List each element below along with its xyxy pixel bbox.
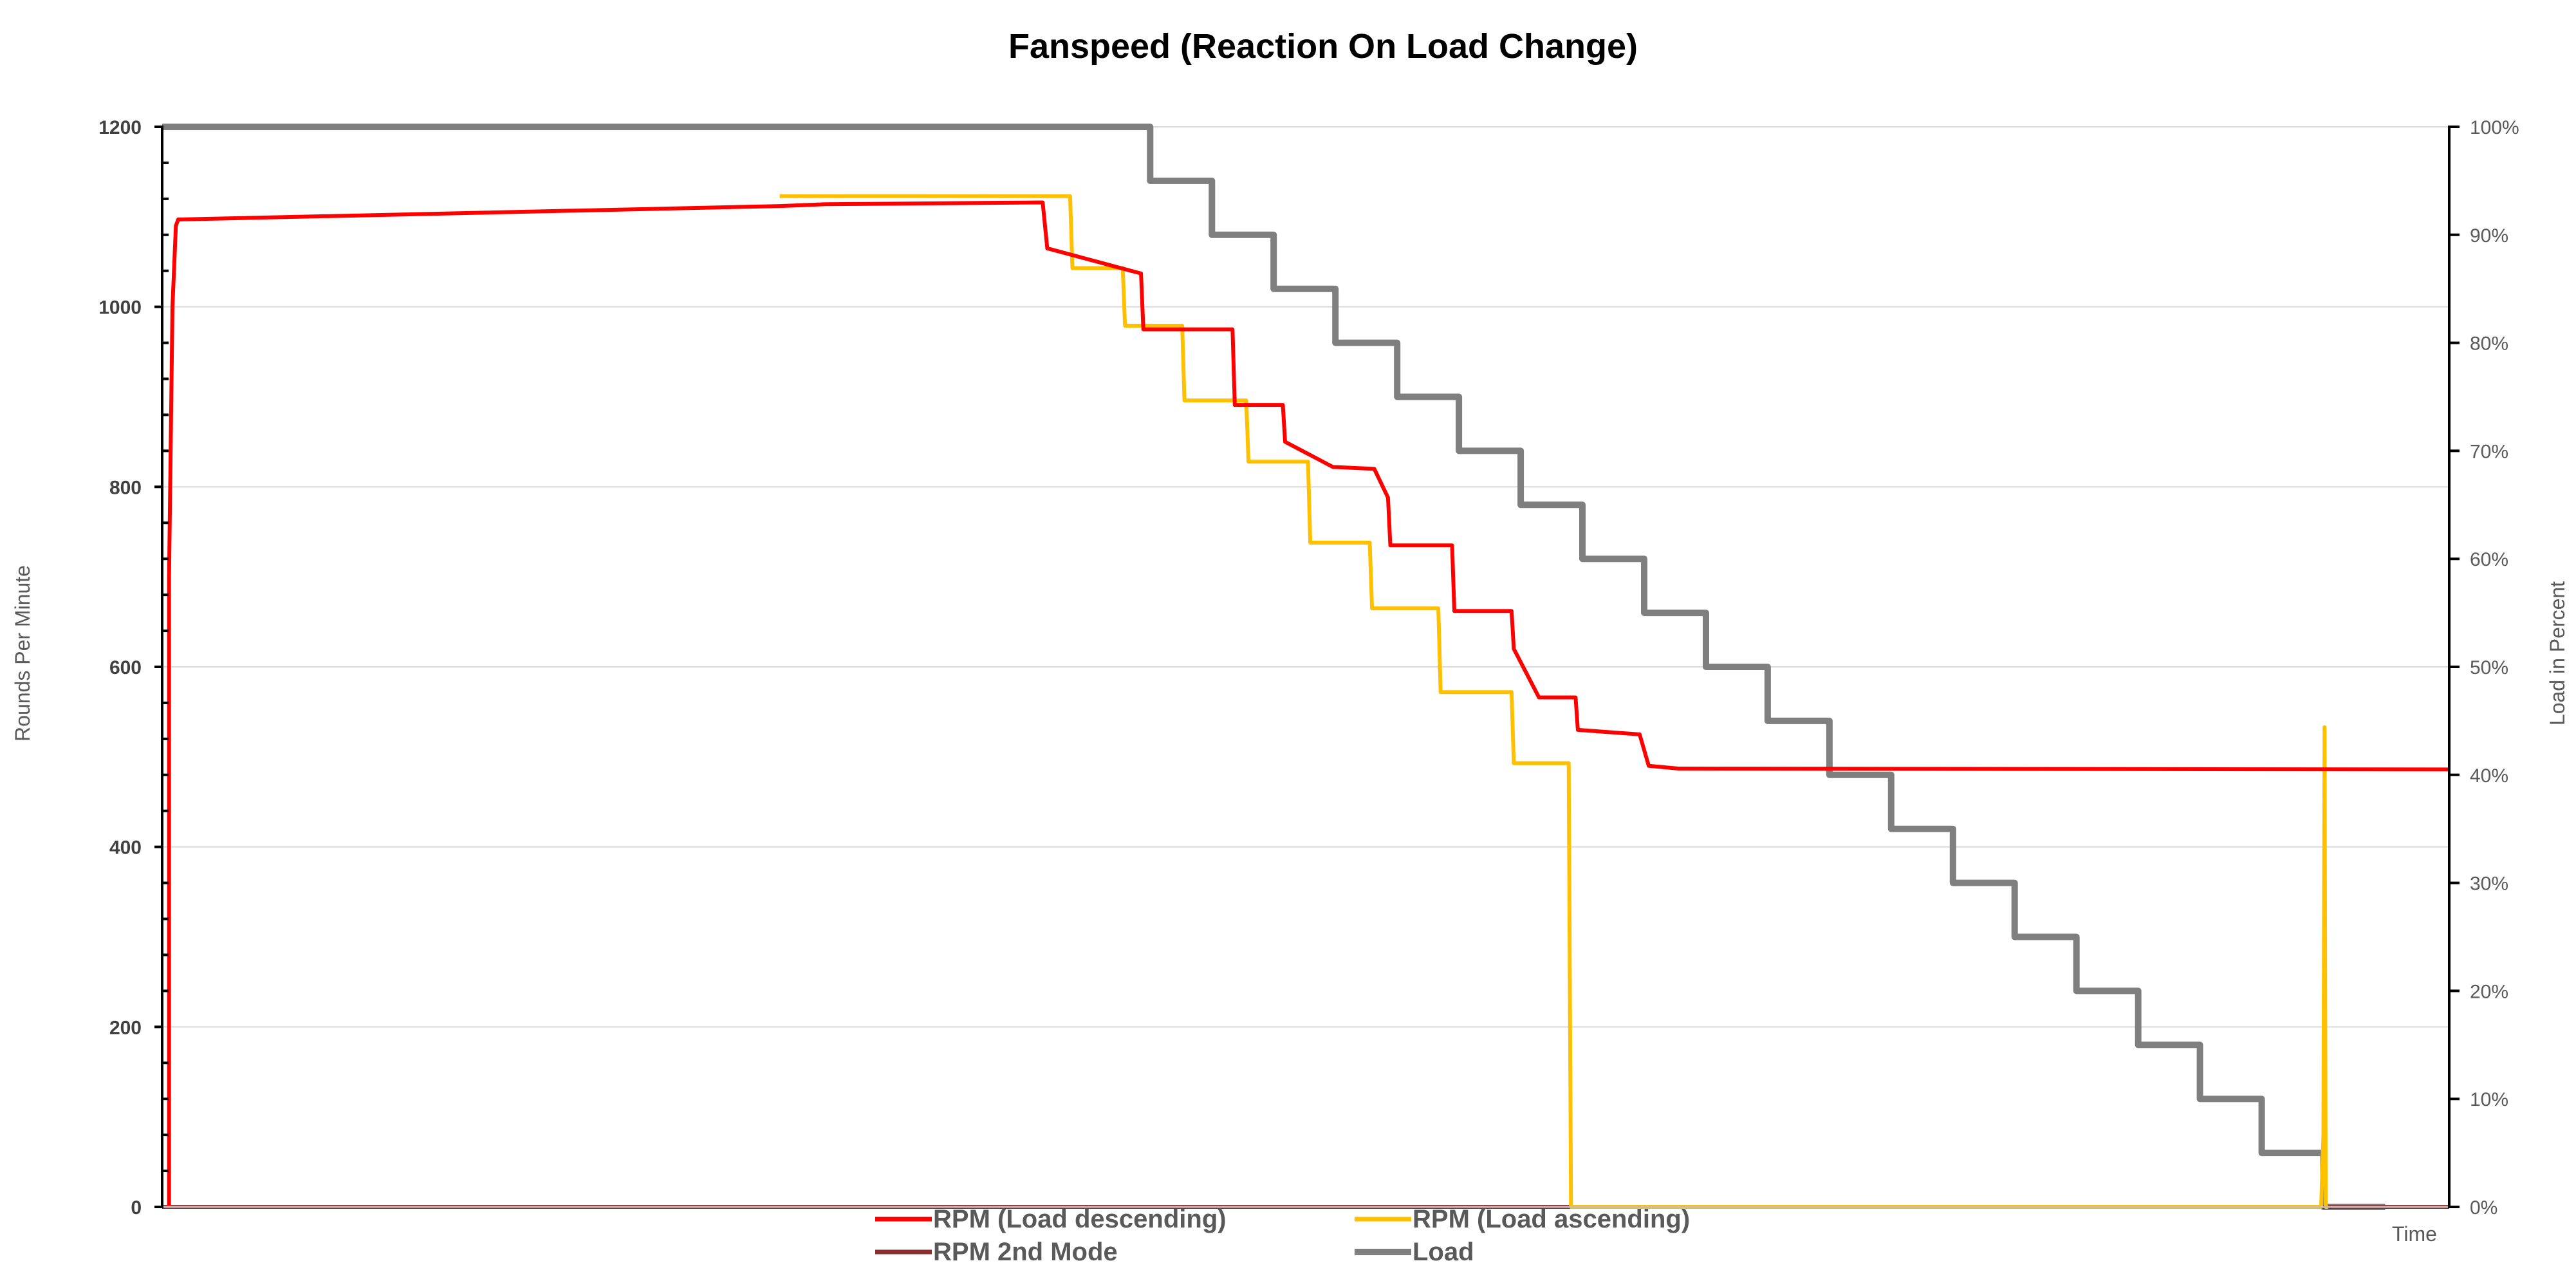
x-axis-title: Time bbox=[2392, 1222, 2437, 1246]
legend: RPM (Load descending) RPM (Load ascending… bbox=[875, 1205, 1690, 1266]
legend-label-load: Load bbox=[1413, 1238, 1474, 1266]
series-line-rpm-load-descending bbox=[167, 200, 2450, 1207]
right-tick-label: 20% bbox=[2470, 981, 2508, 1002]
series-line-rpm-load-ascending bbox=[779, 194, 2329, 1209]
right-tick-label: 50% bbox=[2470, 657, 2508, 678]
left-tick-label: 1000 bbox=[98, 297, 142, 319]
right-tick-label: 40% bbox=[2470, 765, 2508, 787]
right-tick-label: 90% bbox=[2470, 225, 2508, 247]
left-axis-tick-labels: 0 200 400 600 800 1000 1200 bbox=[98, 117, 142, 1219]
legend-label-rpm-load-ascending: RPM (Load ascending) bbox=[1413, 1205, 1690, 1233]
y2-axis-title: Load in Percent bbox=[2546, 581, 2569, 725]
left-tick-label: 400 bbox=[109, 837, 142, 859]
left-tick-label: 0 bbox=[131, 1197, 142, 1219]
legend-label-rpm-load-descending: RPM (Load descending) bbox=[933, 1205, 1227, 1233]
right-tick-label: 80% bbox=[2470, 333, 2508, 355]
chart-title: Fanspeed (Reaction On Load Change) bbox=[1008, 27, 1638, 66]
left-tick-label: 600 bbox=[109, 657, 142, 678]
series-line-load bbox=[162, 124, 2386, 1210]
right-tick-label: 100% bbox=[2470, 117, 2519, 138]
right-tick-label: 10% bbox=[2470, 1089, 2508, 1110]
left-tick-label: 800 bbox=[109, 477, 142, 498]
y-axis-title: Rounds Per Minute bbox=[11, 565, 34, 742]
legend-label-rpm-2nd-mode: RPM 2nd Mode bbox=[933, 1238, 1118, 1266]
left-tick-label: 1200 bbox=[98, 117, 142, 138]
axes bbox=[154, 126, 2460, 1208]
right-tick-label: 70% bbox=[2470, 441, 2508, 462]
gridlines bbox=[162, 126, 2449, 1028]
right-tick-label: 30% bbox=[2470, 873, 2508, 895]
right-tick-label: 60% bbox=[2470, 549, 2508, 570]
right-axis-tick-labels: 0% 10% 20% 30% 40% 50% 60% 70% 80% 90% 100% bbox=[2470, 117, 2519, 1219]
left-tick-label: 200 bbox=[109, 1017, 142, 1038]
right-tick-label: 0% bbox=[2470, 1197, 2497, 1219]
